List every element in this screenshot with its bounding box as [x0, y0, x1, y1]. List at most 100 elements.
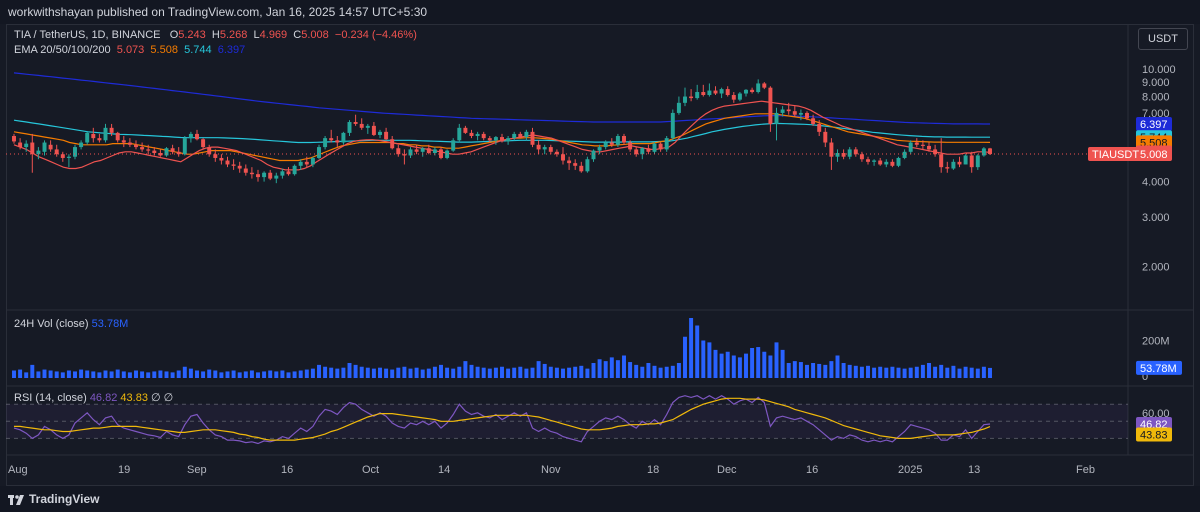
volume-bar [853, 365, 858, 378]
volume-bar [805, 364, 809, 378]
volume-bar [658, 367, 663, 378]
candle-body [457, 127, 462, 141]
candle-body [97, 138, 102, 141]
candle-body [890, 161, 895, 166]
volume-bar [48, 370, 53, 378]
volume-bar [890, 366, 895, 378]
x-tick-label: 16 [806, 464, 818, 476]
candle-body [73, 147, 77, 157]
ema-price-tag [1136, 116, 1172, 131]
volume-tick-label: 200M [1142, 336, 1170, 348]
volume-bar [158, 370, 163, 378]
rsi-legend: RSI (14, close) 46.82 43.83 ∅ ∅ [14, 391, 173, 404]
candle-body [689, 96, 694, 99]
volume-bar [463, 361, 468, 378]
rsi-tick-label: 60.00 [1142, 408, 1170, 420]
volume-bar [79, 369, 84, 378]
close-value: 5.008 [301, 29, 329, 41]
volume-last-label: 53.78M [1140, 363, 1177, 375]
candle-body [628, 142, 633, 150]
volume-bar [195, 370, 199, 378]
candle-body [353, 122, 358, 124]
candle-body [36, 150, 41, 155]
candle-body [347, 122, 352, 133]
candle-body [262, 172, 267, 178]
candle-body [201, 139, 206, 148]
candle-body [432, 149, 437, 154]
volume-last-tag [1136, 360, 1182, 375]
volume-bar [121, 371, 126, 378]
x-tick-label: Feb [1076, 464, 1095, 476]
low-value: 4.969 [259, 29, 288, 41]
volume-label[interactable]: 24H Vol (close) [14, 318, 89, 330]
volume-bar [42, 369, 47, 378]
volume-bar [274, 371, 279, 378]
volume-bar [536, 361, 541, 378]
volume-bar [426, 368, 431, 378]
volume-bar [207, 369, 212, 378]
volume-bar [689, 318, 694, 378]
candle-body [859, 154, 864, 160]
candle-body [762, 83, 767, 88]
ema20-value: 5.073 [116, 44, 145, 56]
ema200-line [13, 72, 990, 125]
volume-bar [402, 366, 407, 378]
candle-body [829, 142, 834, 157]
y-tick-label: 4.000 [1142, 177, 1170, 189]
symbol-title[interactable]: TIA / TetherUS, 1D, BINANCE [14, 29, 161, 41]
candle-body [463, 127, 468, 133]
volume-bar [506, 368, 511, 378]
volume-bar [91, 371, 96, 378]
candle-body [933, 149, 938, 155]
x-tick-label: Sep [187, 464, 207, 476]
candle-body [835, 153, 840, 157]
volume-bar [359, 366, 364, 378]
candle-body [335, 140, 340, 143]
volume-bar [60, 372, 65, 378]
rsi-line [13, 395, 991, 445]
footer-brand[interactable]: TradingView [29, 492, 100, 506]
volume-bar [384, 368, 389, 378]
volume-bar [188, 368, 193, 378]
rsi-label[interactable]: RSI (14, close) [14, 392, 87, 404]
candle-body [24, 143, 29, 148]
candle-body [658, 143, 663, 150]
candle-body [567, 160, 572, 164]
volume-bar [378, 367, 382, 378]
volume-bar [280, 370, 285, 378]
candle-body [786, 109, 791, 112]
candle-body [622, 136, 626, 143]
candle-body [402, 154, 407, 156]
candle-body [85, 132, 90, 143]
currency-button[interactable]: USDT [1138, 28, 1188, 50]
candle-body [18, 142, 23, 148]
candle-body [298, 161, 303, 166]
volume-bar [652, 365, 657, 378]
candle-body [945, 167, 950, 169]
rsi-ma-line [14, 397, 991, 441]
volume-bar [866, 365, 870, 378]
volume-bar [719, 353, 724, 378]
volume-bar [750, 348, 755, 378]
candle-body [707, 90, 712, 96]
low-label: L [253, 29, 260, 41]
candle-body [317, 147, 321, 158]
publish-line: workwithshayan published on TradingView.… [8, 5, 428, 19]
volume-bar [969, 367, 974, 378]
candle-body [378, 131, 382, 135]
candle-body [768, 87, 773, 124]
candle-body [487, 138, 492, 141]
rsi-ma-last-label: 43.83 [1140, 430, 1168, 442]
volume-bar [634, 364, 639, 378]
main-legend: TIA / TetherUS, 1D, BINANCE O5.243 H5.26… [14, 28, 417, 58]
volume-bar [902, 368, 907, 378]
volume-bar [597, 359, 602, 378]
candle-body [54, 149, 59, 155]
candle-body [927, 145, 931, 150]
candle-body [91, 133, 96, 139]
candle-body [792, 111, 797, 115]
candle-body [884, 161, 889, 165]
y-tick-label: 7.000 [1142, 108, 1170, 120]
ema-label[interactable]: EMA 20/50/100/200 [14, 44, 111, 56]
